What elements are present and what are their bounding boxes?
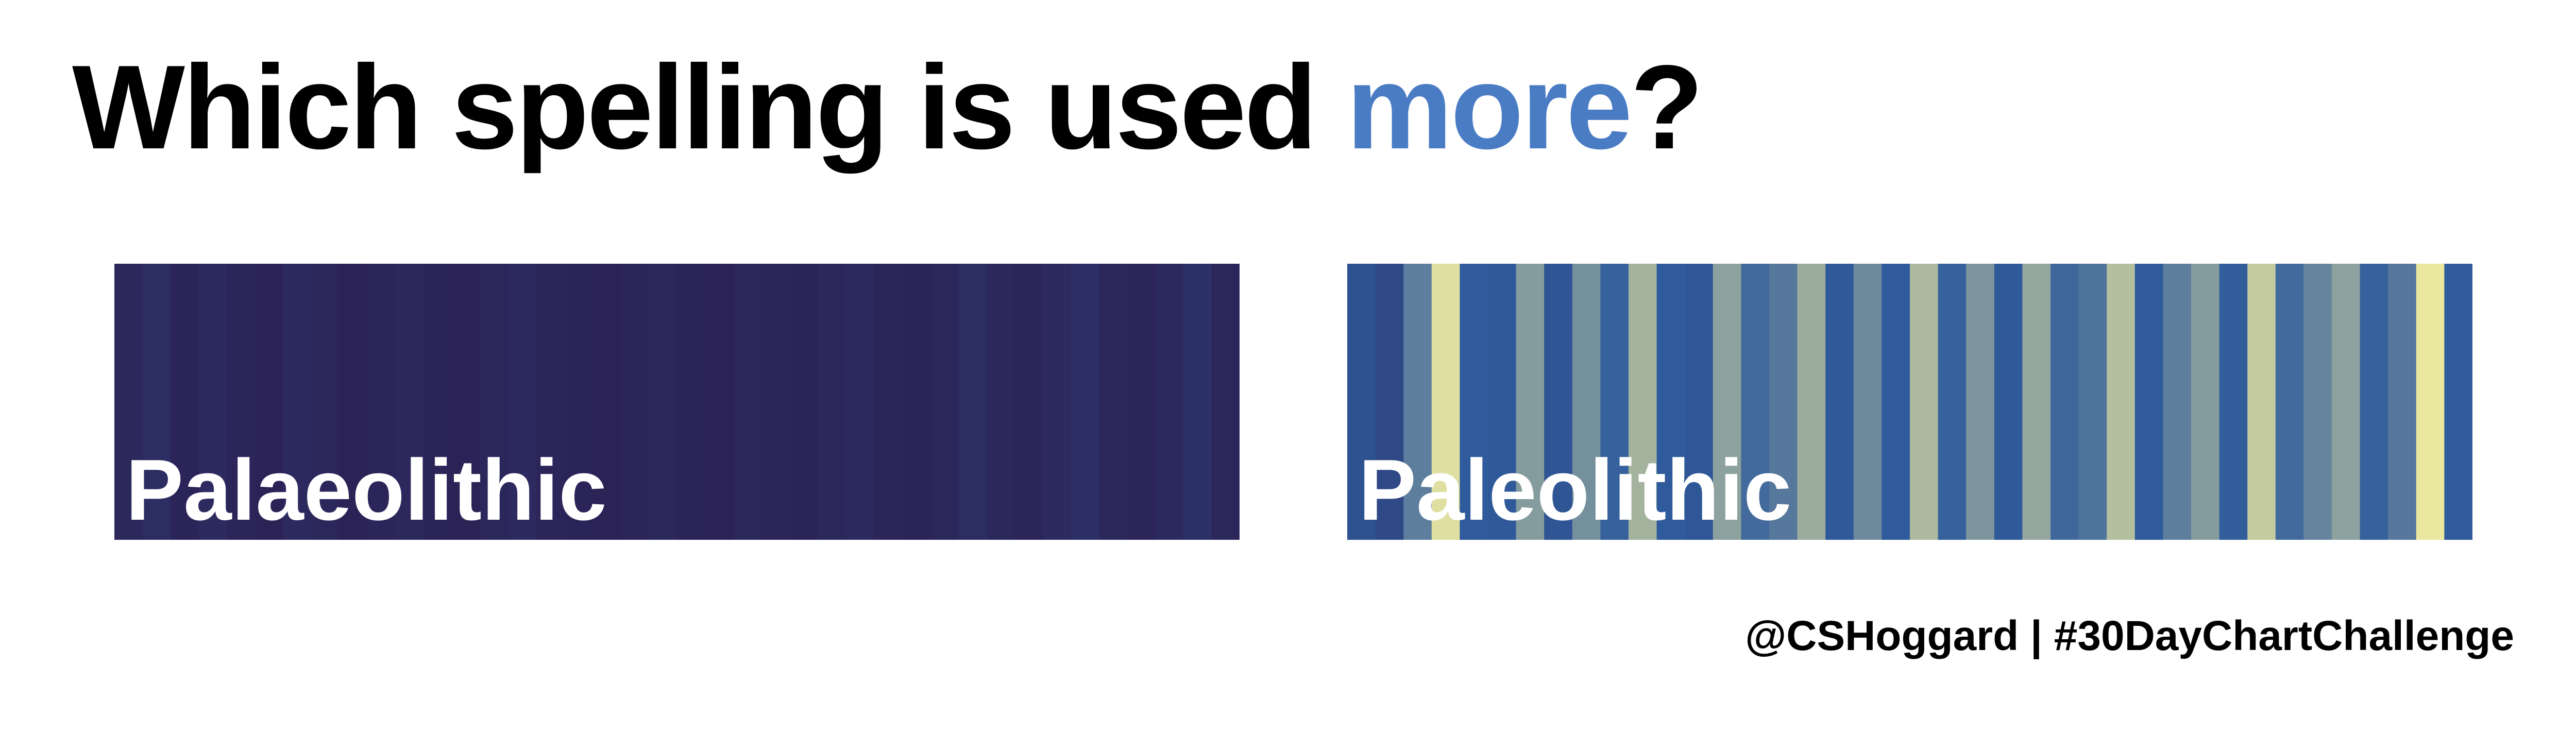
stripe-chart-palaeolithic [114, 264, 1240, 540]
stripe-8 [311, 264, 340, 540]
stripe-37 [1127, 264, 1156, 540]
stripe-35 [2303, 264, 2332, 540]
stripe-33 [1014, 264, 1043, 540]
stripe-6 [255, 264, 284, 540]
stripe-29 [2134, 264, 2163, 540]
stripe-15 [1741, 264, 1770, 540]
title-text-before: Which spelling is used [72, 41, 1347, 174]
stripe-30 [930, 264, 959, 540]
stripe-1 [1347, 264, 1376, 540]
stripe-chart-paleolithic [1347, 264, 2472, 540]
stripe-21 [1910, 264, 1939, 540]
stripe-1 [114, 264, 143, 540]
stripe-11 [1629, 264, 1657, 540]
stripe-18 [592, 264, 621, 540]
stripe-11 [396, 264, 425, 540]
stripe-38 [1155, 264, 1184, 540]
stripe-31 [958, 264, 987, 540]
spelling-label-palaeolithic: Palaeolithic [126, 441, 607, 539]
stripe-9 [339, 264, 368, 540]
stripe-40 [2444, 264, 2472, 540]
stripe-36 [1099, 264, 1128, 540]
stripe-20 [1882, 264, 1910, 540]
chart-title: Which spelling is used more? [72, 36, 1704, 179]
stripe-34 [1042, 264, 1071, 540]
stripe-2 [1375, 264, 1404, 540]
stripe-36 [2332, 264, 2361, 540]
stripe-28 [874, 264, 903, 540]
stripe-24 [1994, 264, 2023, 540]
stripe-7 [1516, 264, 1545, 540]
stripe-14 [1713, 264, 1741, 540]
stripe-16 [536, 264, 565, 540]
stripe-14 [480, 264, 509, 540]
stripe-12 [1656, 264, 1685, 540]
stripe-15 [508, 264, 537, 540]
stripe-37 [2360, 264, 2388, 540]
stripe-2 [142, 264, 171, 540]
stripe-40 [1211, 264, 1240, 540]
stripe-25 [2022, 264, 2051, 540]
author-credit: @CSHoggard | #30DayChartChallenge [1745, 612, 2514, 659]
stripe-7 [283, 264, 312, 540]
stripe-38 [2388, 264, 2417, 540]
stripe-3 [171, 264, 199, 540]
stripe-10 [367, 264, 396, 540]
stripe-39 [1183, 264, 1212, 540]
stripe-23 [1966, 264, 1995, 540]
stripe-27 [2078, 264, 2107, 540]
stripe-32 [986, 264, 1015, 540]
stripe-4 [198, 264, 227, 540]
stripe-35 [1071, 264, 1099, 540]
stripe-25 [789, 264, 818, 540]
stripe-5 [227, 264, 256, 540]
stripe-24 [761, 264, 790, 540]
stripe-17 [564, 264, 593, 540]
stripe-23 [733, 264, 762, 540]
stripe-22 [705, 264, 734, 540]
stripe-4 [1431, 264, 1460, 540]
stripe-panel-paleolithic: Paleolithic [1347, 264, 2472, 540]
title-highlight-word: more [1346, 41, 1632, 174]
stripe-31 [2191, 264, 2220, 540]
stripe-5 [1460, 264, 1488, 540]
stripe-12 [423, 264, 452, 540]
stripe-32 [2219, 264, 2248, 540]
stripe-26 [818, 264, 846, 540]
stripe-22 [1938, 264, 1967, 540]
stripe-27 [845, 264, 874, 540]
stripe-21 [677, 264, 706, 540]
stripe-10 [1600, 264, 1629, 540]
stripe-19 [1853, 264, 1882, 540]
stripe-9 [1572, 264, 1601, 540]
stripe-13 [1685, 264, 1714, 540]
stripe-8 [1544, 264, 1573, 540]
stripe-16 [1769, 264, 1798, 540]
stripe-panel-palaeolithic: Palaeolithic [114, 264, 1240, 540]
spelling-label-paleolithic: Paleolithic [1359, 441, 1792, 539]
stripe-6 [1488, 264, 1517, 540]
stripe-28 [2107, 264, 2136, 540]
stripe-26 [2050, 264, 2079, 540]
stripe-33 [2247, 264, 2276, 540]
stripe-39 [2416, 264, 2445, 540]
stripe-13 [452, 264, 481, 540]
stripe-29 [902, 264, 930, 540]
stripe-19 [620, 264, 649, 540]
stripe-3 [1403, 264, 1432, 540]
stripe-20 [649, 264, 677, 540]
stripe-17 [1797, 264, 1826, 540]
stripe-18 [1825, 264, 1854, 540]
title-text-after: ? [1630, 41, 1704, 174]
stripe-34 [2275, 264, 2304, 540]
stripe-30 [2163, 264, 2192, 540]
